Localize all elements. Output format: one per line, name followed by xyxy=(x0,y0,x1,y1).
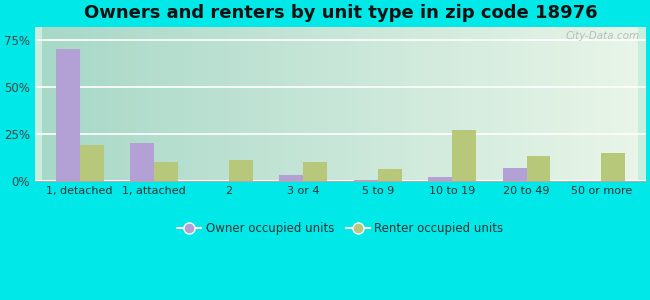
Bar xyxy=(303,162,327,181)
Bar xyxy=(601,152,625,181)
Bar xyxy=(154,162,178,181)
Bar xyxy=(452,130,476,181)
Bar xyxy=(229,160,253,181)
Bar xyxy=(428,177,452,181)
Legend: Owner occupied units, Renter occupied units: Owner occupied units, Renter occupied un… xyxy=(173,217,508,240)
Text: City-Data.com: City-Data.com xyxy=(566,31,640,41)
Bar xyxy=(354,180,378,181)
Bar xyxy=(280,175,303,181)
Bar xyxy=(131,143,154,181)
Bar xyxy=(503,168,526,181)
Bar xyxy=(56,49,80,181)
Bar xyxy=(80,145,103,181)
Title: Owners and renters by unit type in zip code 18976: Owners and renters by unit type in zip c… xyxy=(84,4,597,22)
Bar xyxy=(526,156,551,181)
Bar xyxy=(378,169,402,181)
